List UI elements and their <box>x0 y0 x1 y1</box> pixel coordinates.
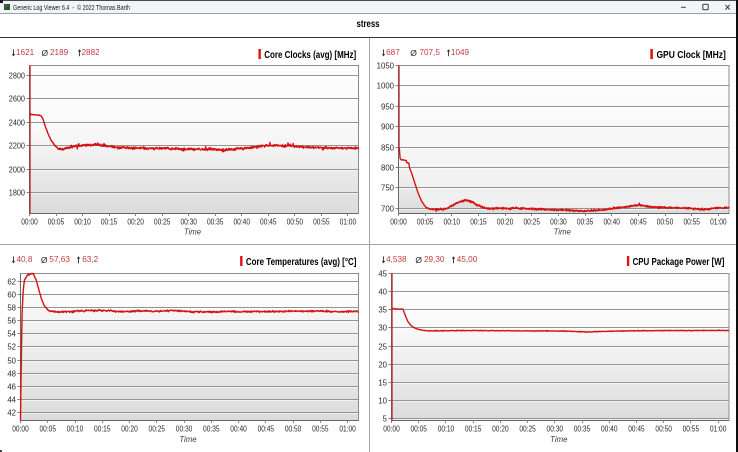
svg-text:00:40: 00:40 <box>603 218 620 227</box>
svg-text:00:15: 00:15 <box>465 425 482 434</box>
svg-text:00:50: 00:50 <box>657 218 674 227</box>
svg-text:58: 58 <box>7 303 16 312</box>
svg-text:46: 46 <box>7 382 16 391</box>
svg-text:2600: 2600 <box>9 94 26 103</box>
svg-text:00:55: 00:55 <box>312 425 329 434</box>
svg-text:01:00: 01:00 <box>340 218 357 227</box>
svg-text:00:35: 00:35 <box>207 218 224 227</box>
svg-text:1800: 1800 <box>9 188 26 197</box>
svg-text:00:50: 00:50 <box>655 425 672 434</box>
svg-text:00:35: 00:35 <box>574 425 591 434</box>
svg-text:00:45: 00:45 <box>258 425 275 434</box>
svg-text:5: 5 <box>383 414 388 423</box>
svg-text:45: 45 <box>378 269 387 278</box>
svg-text:01:00: 01:00 <box>339 425 356 434</box>
svg-text:1000: 1000 <box>377 81 395 90</box>
svg-text:00:25: 00:25 <box>519 425 536 434</box>
svg-text:00:30: 00:30 <box>176 425 193 434</box>
svg-text:00:15: 00:15 <box>94 425 111 434</box>
svg-text:00:30: 00:30 <box>180 218 197 227</box>
svg-text:00:25: 00:25 <box>524 218 541 227</box>
svg-text:800: 800 <box>381 163 395 172</box>
svg-text:00:00: 00:00 <box>390 218 407 227</box>
svg-text:35: 35 <box>378 305 387 314</box>
svg-text:00:25: 00:25 <box>154 218 171 227</box>
svg-text:Time: Time <box>554 228 572 237</box>
svg-text:56: 56 <box>7 316 16 325</box>
svg-text:25: 25 <box>378 342 387 351</box>
svg-text:30: 30 <box>378 323 387 332</box>
svg-text:00:45: 00:45 <box>260 218 277 227</box>
svg-text:48: 48 <box>7 369 16 378</box>
svg-text:50: 50 <box>7 356 16 365</box>
svg-text:00:45: 00:45 <box>630 218 647 227</box>
svg-text:2400: 2400 <box>9 118 26 127</box>
svg-text:00:50: 00:50 <box>285 425 302 434</box>
svg-text:01:00: 01:00 <box>710 425 727 434</box>
svg-text:01:00: 01:00 <box>710 218 727 227</box>
svg-text:00:20: 00:20 <box>127 218 144 227</box>
svg-text:00:45: 00:45 <box>628 425 645 434</box>
svg-text:00:20: 00:20 <box>492 425 509 434</box>
svg-text:00:15: 00:15 <box>470 218 487 227</box>
svg-text:00:00: 00:00 <box>12 425 29 434</box>
svg-text:00:35: 00:35 <box>203 425 220 434</box>
svg-text:00:00: 00:00 <box>383 425 400 434</box>
svg-text:15: 15 <box>378 378 387 387</box>
svg-text:00:10: 00:10 <box>67 425 84 434</box>
svg-text:Time: Time <box>184 228 202 237</box>
svg-text:20: 20 <box>378 360 387 369</box>
svg-text:52: 52 <box>7 342 16 351</box>
svg-text:42: 42 <box>7 408 16 417</box>
svg-text:00:05: 00:05 <box>410 425 427 434</box>
svg-text:00:40: 00:40 <box>230 425 247 434</box>
svg-text:00:10: 00:10 <box>444 218 461 227</box>
svg-text:2800: 2800 <box>9 71 26 80</box>
svg-text:2200: 2200 <box>9 141 26 150</box>
svg-text:00:35: 00:35 <box>577 218 594 227</box>
svg-text:60: 60 <box>7 290 16 299</box>
svg-text:00:05: 00:05 <box>417 218 434 227</box>
svg-text:00:20: 00:20 <box>121 425 138 434</box>
svg-text:00:30: 00:30 <box>547 425 564 434</box>
svg-text:900: 900 <box>381 122 395 131</box>
svg-text:00:20: 00:20 <box>497 218 514 227</box>
svg-text:750: 750 <box>381 183 395 192</box>
svg-text:40: 40 <box>378 287 387 296</box>
svg-text:00:50: 00:50 <box>287 218 304 227</box>
svg-text:00:30: 00:30 <box>550 218 567 227</box>
svg-text:Time: Time <box>179 435 197 444</box>
svg-text:00:25: 00:25 <box>149 425 166 434</box>
svg-text:2000: 2000 <box>9 165 26 174</box>
svg-text:1050: 1050 <box>377 61 395 70</box>
svg-text:00:55: 00:55 <box>683 425 700 434</box>
svg-text:00:10: 00:10 <box>438 425 455 434</box>
svg-text:850: 850 <box>381 143 395 152</box>
svg-text:950: 950 <box>381 102 395 111</box>
svg-text:44: 44 <box>7 395 16 404</box>
svg-text:00:00: 00:00 <box>21 218 38 227</box>
svg-text:00:15: 00:15 <box>101 218 118 227</box>
svg-text:00:40: 00:40 <box>601 425 618 434</box>
svg-text:10: 10 <box>378 396 387 405</box>
svg-text:54: 54 <box>7 329 16 338</box>
svg-text:00:55: 00:55 <box>313 218 330 227</box>
svg-text:00:40: 00:40 <box>234 218 251 227</box>
svg-text:62: 62 <box>7 277 16 286</box>
svg-text:00:10: 00:10 <box>74 218 91 227</box>
svg-text:00:05: 00:05 <box>48 218 65 227</box>
svg-text:700: 700 <box>381 204 395 213</box>
svg-text:00:05: 00:05 <box>40 425 57 434</box>
svg-text:00:55: 00:55 <box>683 218 700 227</box>
svg-text:Time: Time <box>550 435 568 444</box>
